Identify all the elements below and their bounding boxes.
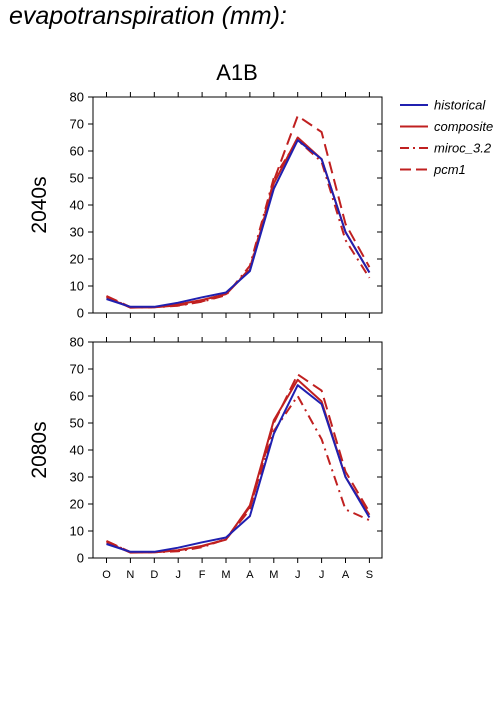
y-axis-label: 2040s (28, 176, 51, 233)
x-tick-label: F (199, 569, 206, 581)
y-tick-label: 10 (70, 524, 84, 539)
y-tick-label: 40 (70, 443, 84, 458)
y-tick-label: 30 (70, 470, 84, 485)
panel-0: 0 10 20 30 40 50 60 70 80 2040s (28, 90, 383, 321)
x-tick-label: J (175, 569, 181, 581)
y-tick-label: 30 (70, 225, 84, 240)
x-tick-label: J (319, 569, 325, 581)
y-tick-label: 60 (70, 144, 84, 159)
series-line-pcm1 (106, 114, 371, 309)
y-tick-label: 20 (70, 497, 84, 512)
y-tick-label: 10 (70, 279, 84, 294)
y-tick-label: 80 (70, 90, 84, 105)
y-tick-label: 80 (70, 335, 84, 350)
legend-label: composite (434, 119, 493, 134)
legend-label: historical (434, 98, 486, 113)
y-tick-label: 70 (70, 362, 84, 377)
legend-label: pcm1 (433, 162, 466, 177)
chart-panels: 0 10 20 30 40 50 60 70 80 2040s 0 10 20 30 40 50 60 70 80 2… (28, 90, 383, 581)
x-tick-label: S (366, 569, 373, 581)
legend-label: miroc_3.2 (434, 141, 492, 156)
chart-title: A1B (216, 60, 258, 85)
x-tick-label: A (246, 569, 254, 581)
x-tick-label: O (102, 569, 111, 581)
x-tick-label: M (221, 569, 230, 581)
series-line-historical (106, 139, 371, 308)
y-tick-label: 40 (70, 198, 84, 213)
y-tick-label: 70 (70, 117, 84, 132)
x-tick-label: J (295, 569, 301, 581)
x-tick-label: N (126, 569, 134, 581)
y-tick-label: 0 (77, 551, 84, 566)
x-tick-label: A (342, 569, 350, 581)
figure-title: evapotranspiration (mm): (9, 2, 287, 30)
y-tick-label: 60 (70, 389, 84, 404)
x-tick-label: M (269, 569, 278, 581)
y-tick-label: 50 (70, 416, 84, 431)
chart-legend: historical composite miroc_3.2 pcm1 (400, 98, 493, 177)
y-tick-label: 50 (70, 171, 84, 186)
y-tick-label: 20 (70, 252, 84, 267)
y-axis-label: 2080s (28, 421, 51, 478)
x-tick-label: D (150, 569, 158, 581)
series-line-historical (106, 384, 371, 553)
figure-header: evapotranspiration (mm): (9, 2, 287, 31)
panel-1: 0 10 20 30 40 50 60 70 80 2080s (28, 335, 383, 566)
y-tick-label: 0 (77, 306, 84, 321)
